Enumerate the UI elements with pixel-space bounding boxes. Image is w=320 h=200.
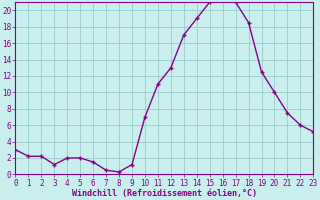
X-axis label: Windchill (Refroidissement éolien,°C): Windchill (Refroidissement éolien,°C): [72, 189, 257, 198]
